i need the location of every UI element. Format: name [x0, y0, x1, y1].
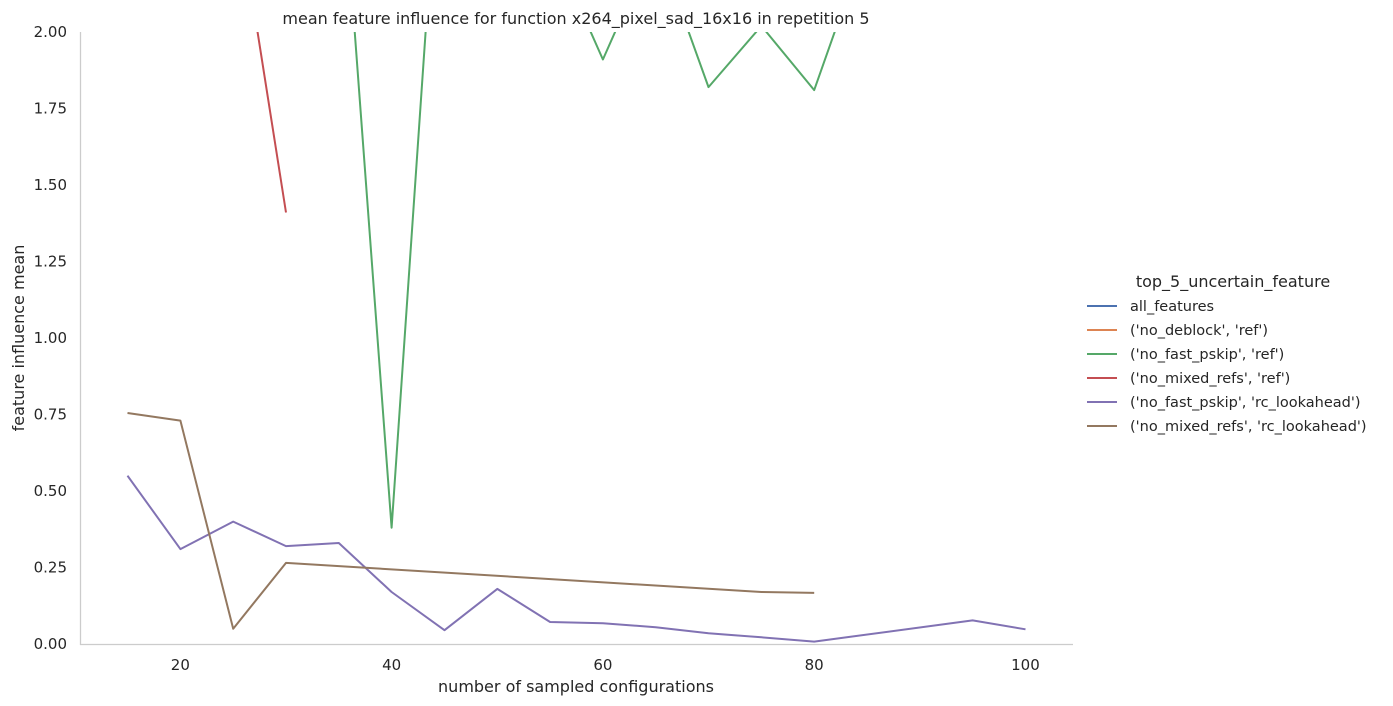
- legend: top_5_uncertain_feature all_features ('no…: [1087, 272, 1367, 435]
- y-tick-label: 2.00: [34, 23, 67, 41]
- x-tick-label: 80: [805, 656, 824, 674]
- x-axis-label: number of sampled configurations: [438, 677, 714, 696]
- y-tick-label: 1.75: [34, 100, 67, 118]
- series-line-3: [256, 32, 287, 213]
- x-tick-label: 100: [1011, 656, 1040, 674]
- y-tick-label: 1.00: [34, 329, 67, 347]
- legend-label-3: ('no_mixed_refs', 'ref'): [1130, 371, 1290, 387]
- y-axis-label: feature influence mean: [9, 245, 28, 432]
- y-tick-label: 0.75: [34, 406, 67, 424]
- legend-label-1: ('no_deblock', 'ref'): [1130, 323, 1268, 339]
- y-tick-label: 0.50: [34, 482, 67, 500]
- legend-label-4: ('no_fast_pskip', 'rc_lookahead'): [1130, 395, 1361, 411]
- series-line-4: [126, 475, 1026, 643]
- y-tick-label: 0.00: [34, 635, 67, 653]
- chart-title: mean feature influence for function x264…: [282, 9, 869, 29]
- series-line-5: [127, 412, 815, 630]
- x-tick-labels: 20 40 60 80 100: [171, 656, 1040, 674]
- y-tick-label: 1.25: [34, 253, 67, 271]
- plot-area: [126, 32, 1026, 643]
- series-line-2: [353, 32, 836, 529]
- legend-label-2: ('no_fast_pskip', 'ref'): [1130, 347, 1284, 363]
- x-tick-label: 20: [171, 656, 190, 674]
- y-tick-labels: 0.00 0.25 0.50 0.75 1.00 1.25 1.50 1.75 2.00: [34, 23, 67, 653]
- y-tick-label: 1.50: [34, 176, 67, 194]
- x-tick-label: 60: [593, 656, 612, 674]
- legend-label-0: all_features: [1130, 299, 1214, 315]
- y-tick-label: 0.25: [34, 559, 67, 577]
- legend-title: top_5_uncertain_feature: [1136, 272, 1330, 292]
- x-tick-label: 40: [382, 656, 401, 674]
- legend-label-5: ('no_mixed_refs', 'rc_lookahead'): [1130, 419, 1367, 435]
